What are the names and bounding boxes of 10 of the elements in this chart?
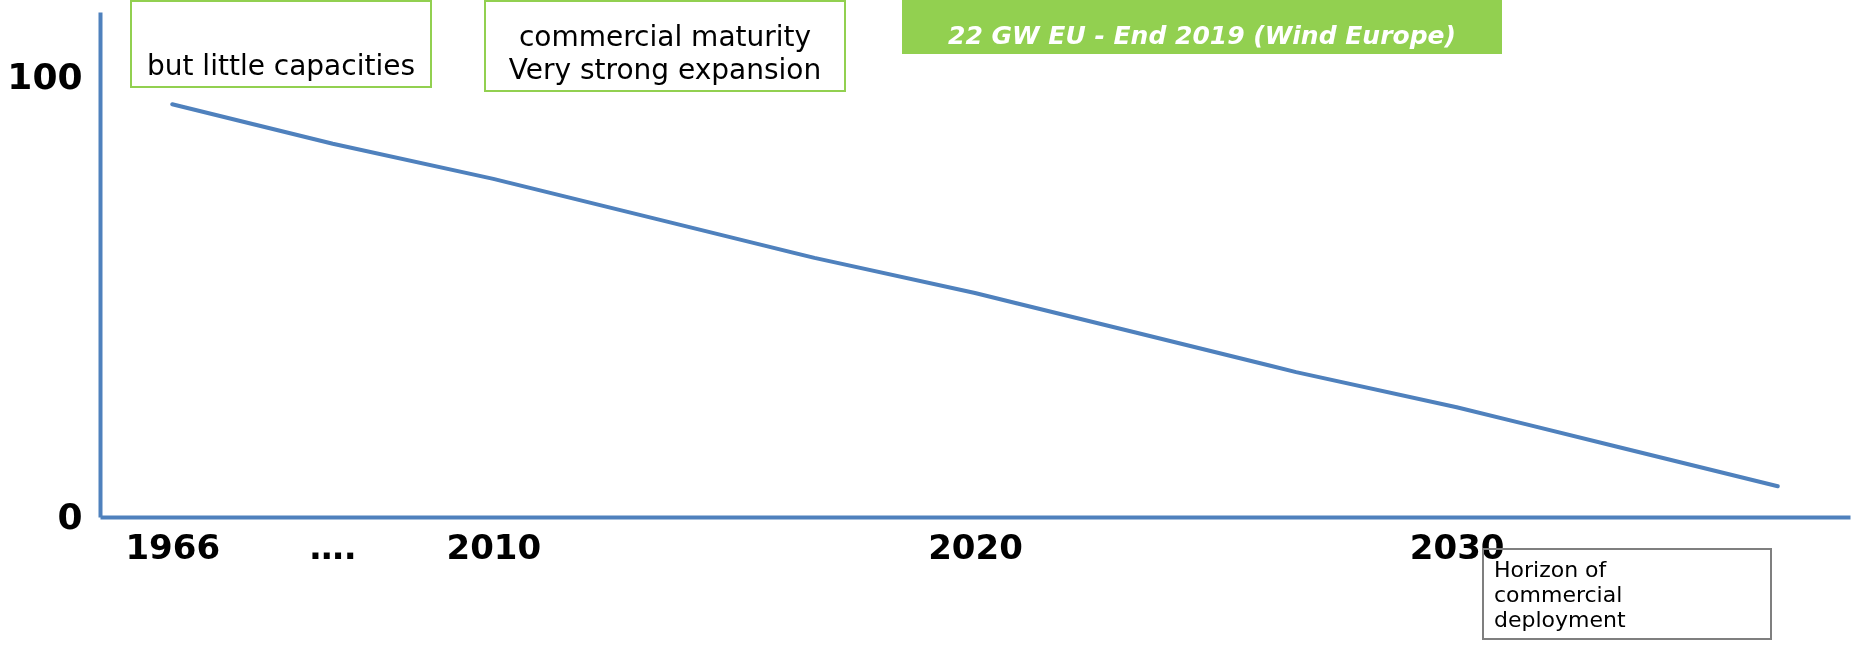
x-tick-label: 1966 (125, 526, 221, 567)
x-tick-label: …. (309, 526, 357, 567)
text-box: but little capacities (130, 0, 432, 88)
line-series (170, 102, 1780, 489)
x-tick-label: 2010 (446, 526, 542, 567)
text-box: 22 GW EU - End 2019 (Wind Europe) (902, 0, 1502, 54)
y-tick-label: 0 (57, 495, 83, 537)
x-tick-label: 2020 (928, 526, 1023, 567)
y-tick-label: 100 (7, 56, 83, 98)
text-box: commercial maturity Very strong expansion (484, 0, 846, 92)
